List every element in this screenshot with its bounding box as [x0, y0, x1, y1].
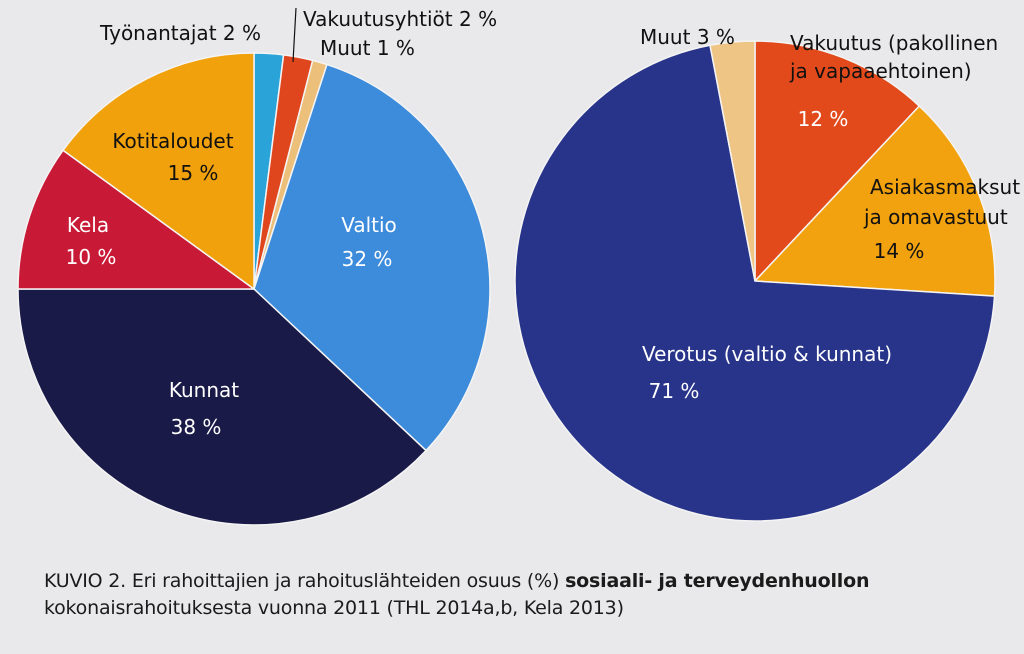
label-kunnat: Kunnat [169, 378, 239, 402]
value-asiakasmaksut: 14 % [874, 239, 925, 263]
label-vakuutus-line1: Vakuutus (pakollinen [790, 31, 998, 55]
caption-line2: kokonaisrahoituksesta vuonna 2011 (THL 2… [44, 597, 624, 619]
right-slice-verotus [514, 44, 996, 522]
label-tyonantajat: Työnantajat 2 % [99, 21, 261, 45]
label-valtio: Valtio [341, 213, 397, 237]
label-asiakasmaksut-line2: ja omavastuut [863, 205, 1008, 229]
left-slice-valtio [253, 63, 491, 452]
label-verotus: Verotus (valtio & kunnat) [642, 342, 892, 366]
left-slice-kela [17, 149, 257, 290]
right-slice-asiakasmaksut [753, 104, 996, 297]
label-vakuutusyhtiot: Vakuutusyhtiöt 2 % [303, 7, 497, 31]
figure-caption: KUVIO 2. Eri rahoittajien ja rahoitusläh… [44, 568, 994, 622]
value-kotitaloudet: 15 % [168, 161, 219, 185]
right-pie-labels: Muut 3 % Vakuutus (pakollinen ja vapaaeh… [640, 25, 1020, 403]
pie-chart-financiers [17, 52, 491, 526]
value-vakuutus: 12 % [798, 107, 849, 131]
label-kotitaloudet: Kotitaloudet [112, 129, 233, 153]
right-slice-muut [709, 40, 756, 282]
label-vakuutus-line2: ja vapaaehtoinen) [789, 59, 972, 83]
pie-chart-sources [514, 40, 996, 522]
label-asiakasmaksut-line1: Asiakasmaksut [870, 175, 1020, 199]
right-slice-vakuutus [754, 40, 921, 283]
left-pie-labels: Työnantajat 2 % Vakuutusyhtiöt 2 % Muut … [66, 7, 498, 439]
value-kunnat: 38 % [171, 415, 222, 439]
caption-bold: sosiaali- ja terveydenhuollon [565, 570, 870, 592]
value-verotus: 71 % [649, 379, 700, 403]
caption-prefix: KUVIO 2. Eri rahoittajien ja rahoitusläh… [44, 570, 566, 592]
value-kela: 10 % [66, 245, 117, 269]
value-valtio: 32 % [342, 247, 393, 271]
label-kela: Kela [67, 213, 109, 237]
label-muut-left: Muut 1 % [320, 36, 415, 60]
label-muut-right: Muut 3 % [640, 25, 735, 49]
leader-line-vakuutusyhtiot [292, 7, 297, 63]
left-slice-kotitaloudet [62, 52, 255, 291]
left-slice-kunnat [17, 288, 428, 526]
